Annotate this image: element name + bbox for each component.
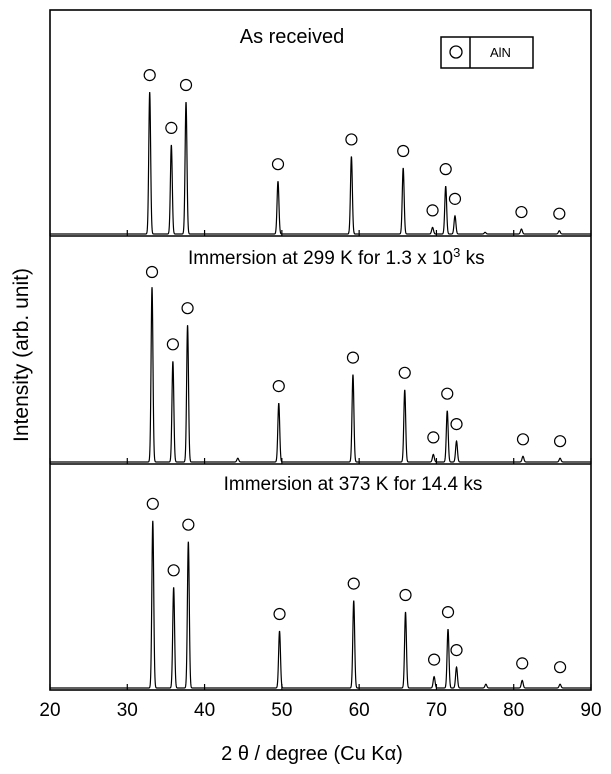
- aln-peak-marker: [272, 380, 285, 393]
- panel-1: [50, 68, 591, 235]
- aln-peak-marker: [428, 653, 441, 666]
- legend-marker-circle: [449, 45, 463, 59]
- x-tick-label: 90: [580, 700, 601, 721]
- aln-peak-marker: [516, 433, 530, 446]
- panel-title-299k: Immersion at 299 K for 1.3 x 103 ks: [188, 245, 485, 269]
- aln-peak-marker: [450, 418, 463, 431]
- aln-peak-marker: [145, 265, 159, 279]
- x-tick-label: 40: [194, 700, 215, 721]
- aln-peak-marker: [397, 144, 410, 158]
- aln-peak-marker: [426, 204, 439, 217]
- xrd-trace-panel-2: [50, 287, 591, 463]
- aln-peak-marker: [182, 518, 195, 531]
- aln-peak-marker: [398, 366, 411, 379]
- aln-peak-marker: [553, 661, 567, 674]
- aln-peak-marker: [516, 657, 529, 670]
- y-axis-label: Intensity (arb. unit): [10, 268, 33, 442]
- aln-peak-marker: [166, 338, 179, 351]
- aln-peak-marker: [441, 605, 455, 619]
- aln-peak-marker: [167, 564, 180, 577]
- x-tick-label: 20: [39, 700, 60, 721]
- x-tick-label: 50: [271, 700, 292, 721]
- aln-peak-marker: [179, 78, 193, 92]
- aln-peak-marker: [553, 207, 566, 220]
- aln-peak-marker: [271, 158, 285, 171]
- aln-peak-marker: [273, 607, 286, 621]
- x-tick-label: 60: [349, 700, 370, 721]
- aln-peak-marker: [346, 351, 360, 364]
- plot-area: [49, 9, 592, 691]
- aln-peak-marker: [553, 435, 567, 448]
- aln-peak-marker: [181, 302, 194, 315]
- aln-peak-marker: [448, 192, 462, 205]
- x-tick-label: 70: [426, 700, 447, 721]
- aln-peak-marker: [146, 497, 159, 510]
- x-tick-label: 30: [117, 700, 138, 721]
- aln-peak-marker: [439, 163, 452, 176]
- aln-peak-marker: [347, 577, 360, 590]
- aln-peak-marker: [165, 121, 178, 135]
- x-axis-label: 2 θ / degree (Cu Kα): [221, 743, 403, 765]
- legend-box: [440, 36, 534, 69]
- panel-title-373k: Immersion at 373 K for 14.4 ks: [224, 474, 483, 495]
- panel-titles: As received Immersion at 299 K for 1.3 x…: [188, 26, 485, 495]
- panel-title-as-received: As received: [240, 26, 345, 48]
- legend: AlN: [440, 36, 534, 69]
- aln-peak-marker: [345, 133, 358, 146]
- aln-peak-marker: [450, 643, 463, 657]
- plot-frame: [49, 9, 592, 691]
- panel-2: [50, 265, 591, 463]
- aln-peak-marker: [399, 588, 412, 602]
- aln-peak-marker: [441, 387, 454, 400]
- panel-3: [50, 497, 591, 689]
- legend-label: AlN: [490, 45, 511, 60]
- x-tick-labels: 20 30 40 50 60 70 80 90: [39, 700, 601, 721]
- aln-peak-marker: [427, 431, 440, 444]
- xrd-trace-panel-3: [50, 520, 591, 689]
- x-tick-label: 80: [503, 700, 524, 721]
- aln-peak-marker: [515, 205, 528, 219]
- aln-peak-marker: [143, 68, 156, 82]
- xrd-trace-panel-1: [50, 92, 591, 235]
